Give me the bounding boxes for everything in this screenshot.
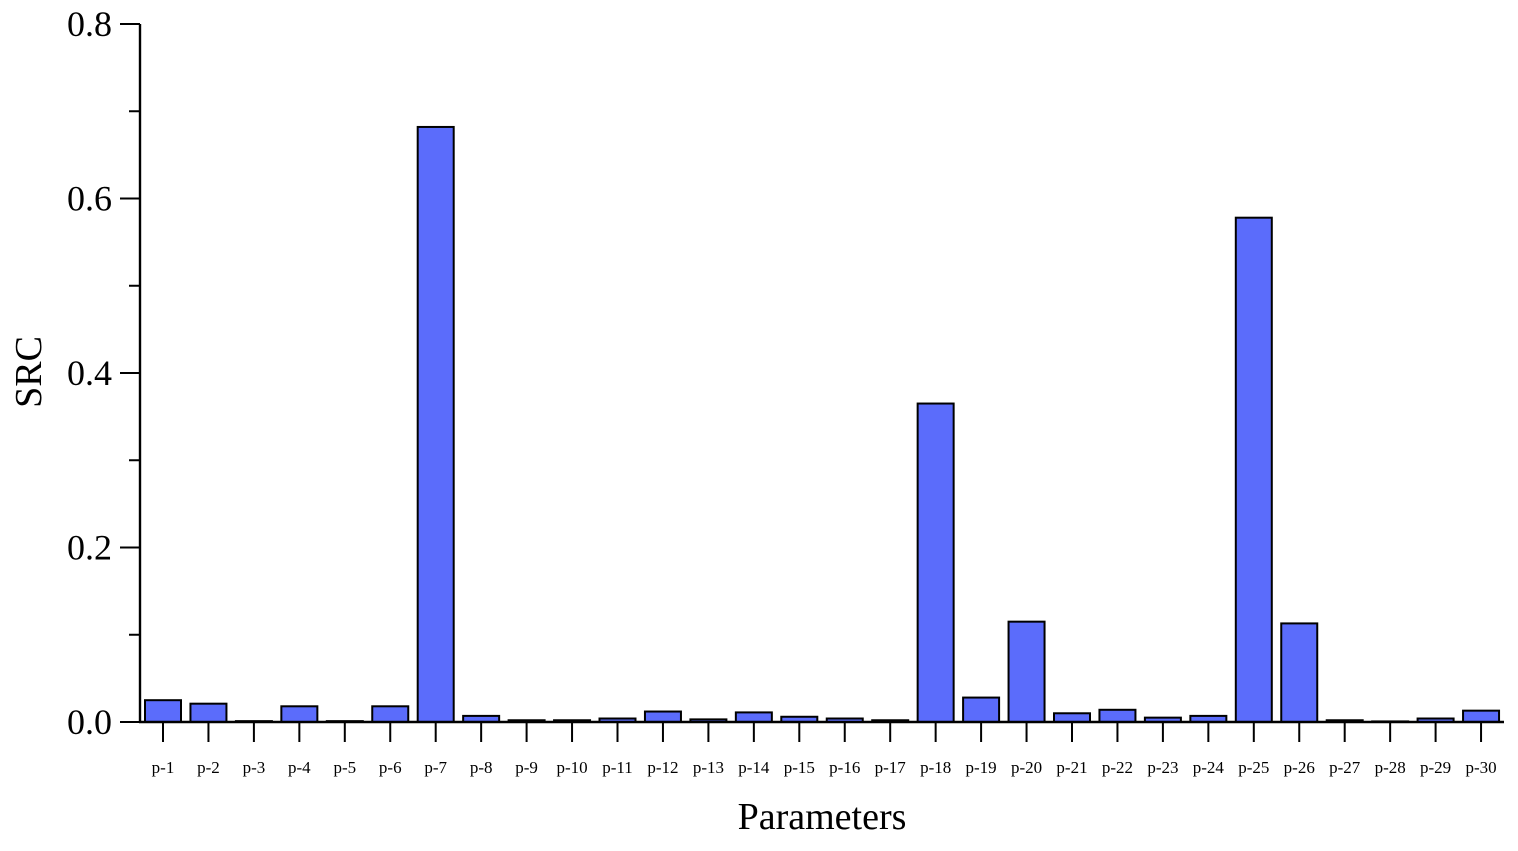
bar (734, 711, 773, 724)
x-tick-label: p-26 (1284, 758, 1315, 777)
x-tick-label: p-19 (966, 758, 997, 777)
bar (1234, 216, 1273, 723)
bar (643, 710, 682, 724)
x-tick-label: p-5 (333, 758, 356, 777)
y-tick-label: 0.6 (67, 179, 112, 219)
x-tick-label: p-29 (1420, 758, 1451, 777)
x-tick-label: p-4 (288, 758, 311, 777)
bar (1462, 709, 1501, 723)
bar (962, 696, 1001, 724)
bar (416, 125, 455, 723)
x-tick-label: p-16 (829, 758, 860, 777)
y-tick-label: 0.2 (67, 528, 112, 568)
x-tick-label: p-7 (424, 758, 447, 777)
x-tick-label: p-25 (1238, 758, 1269, 777)
x-tick-label: p-8 (470, 758, 493, 777)
bar (371, 705, 410, 723)
x-axis-title: Parameters (738, 796, 907, 838)
bars-layer (144, 125, 1501, 724)
x-tick-label: p-6 (379, 758, 402, 777)
x-tick-label: p-9 (515, 758, 538, 777)
x-tick-label: p-18 (920, 758, 951, 777)
y-tick-label: 0.8 (67, 4, 112, 44)
axes-layer (138, 24, 1504, 724)
x-tick-label: p-1 (152, 758, 175, 777)
y-ticks: 0.0 0.2 0.4 0.6 0.8 (67, 4, 140, 742)
bar (1098, 708, 1137, 723)
bar (189, 702, 228, 723)
x-tick-label: p-22 (1102, 758, 1133, 777)
y-tick-label: 0.4 (67, 353, 112, 393)
x-tick-label: p-27 (1329, 758, 1361, 777)
x-tick-label: p-10 (556, 758, 587, 777)
x-tick-label: p-11 (602, 758, 633, 777)
bar (1280, 622, 1319, 723)
x-tick-label: p-20 (1011, 758, 1042, 777)
y-tick-label: 0.0 (67, 702, 112, 742)
x-tick-label: p-13 (693, 758, 724, 777)
bar (144, 699, 182, 723)
bar (916, 402, 955, 723)
bar (1053, 712, 1091, 724)
x-tick-label: p-24 (1193, 758, 1225, 777)
x-ticks: p-1 p-2 p-3 p-4 p-5 p-6 p-7 p-8 p-9 p-10 p-11 p-12 p… (152, 722, 1497, 777)
x-tick-label: p-2 (197, 758, 220, 777)
x-tick-label: p-15 (784, 758, 815, 777)
bar (280, 705, 319, 723)
x-tick-label: p-12 (647, 758, 678, 777)
x-tick-label: p-21 (1056, 758, 1087, 777)
x-tick-label: p-17 (875, 758, 907, 777)
y-axis-title: SRC (8, 336, 50, 408)
x-tick-label: p-14 (738, 758, 770, 777)
x-tick-label: p-23 (1147, 758, 1178, 777)
x-tick-label: p-3 (243, 758, 266, 777)
bar (1007, 620, 1046, 723)
x-tick-label: p-30 (1465, 758, 1496, 777)
x-tick-label: p-28 (1375, 758, 1406, 777)
